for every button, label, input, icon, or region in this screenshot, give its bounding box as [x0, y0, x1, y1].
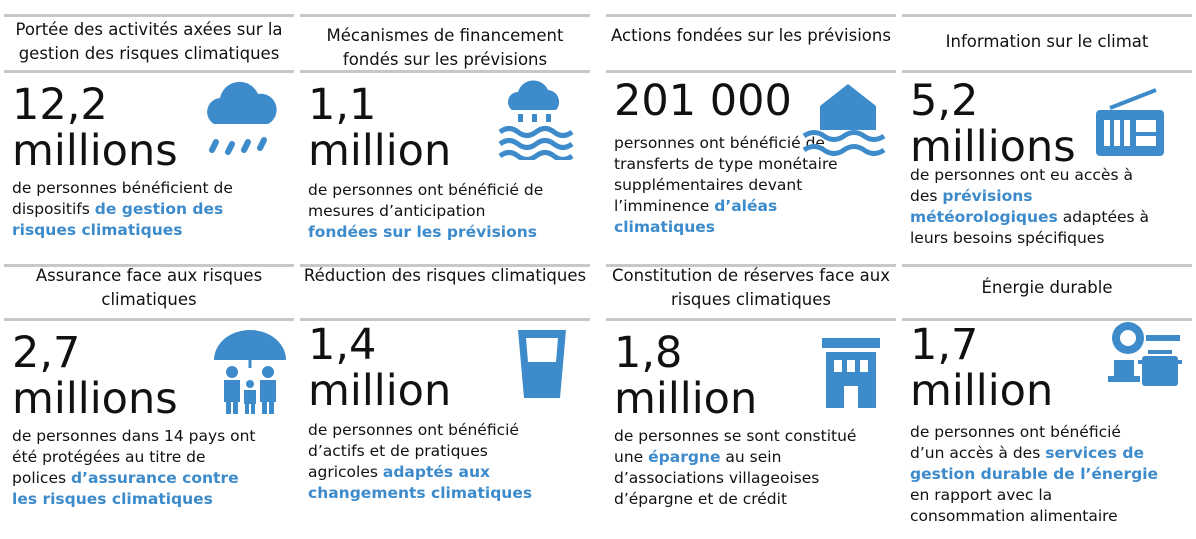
card: Réduction des risques climatiques 1,4 mill…	[300, 256, 590, 518]
figure-line: 5,2	[910, 76, 979, 126]
text: de personnes ont eu accès à des	[910, 166, 1133, 205]
rule	[4, 14, 294, 17]
icon	[816, 332, 886, 416]
icon	[1090, 86, 1170, 170]
text: en rapport avec la consommation alimenta…	[910, 486, 1118, 525]
icon	[496, 80, 576, 164]
description: de personnes ont bénéficié de mesures d’…	[308, 180, 558, 243]
figure-line: 1,7	[910, 320, 979, 370]
figure: 5,2 millions	[910, 78, 1076, 170]
figure-line: millions	[12, 374, 178, 424]
figure-line: 1,4	[308, 320, 377, 370]
rule	[4, 264, 294, 267]
text: de personnes ont bénéficié d’un accès à …	[910, 423, 1121, 462]
rule	[902, 14, 1192, 17]
card-title: Constitution de réserves face aux risque…	[612, 266, 890, 309]
card: Constitution de réserves face aux risque…	[606, 256, 896, 518]
card-title: Portée des activités axées sur la gestio…	[15, 20, 283, 63]
highlight: prévisions météorologiques	[910, 187, 1058, 226]
highlight: adaptés aux changements climatiques	[308, 463, 533, 502]
text: de personnes ont bénéficié d’actifs et d…	[308, 421, 519, 481]
description: de personnes ont bénéficié d’un accès à …	[910, 422, 1160, 527]
card: Assurance face aux risques climatiques 2,…	[4, 256, 294, 518]
highlight: services de gestion durable de l’énergie	[910, 444, 1159, 483]
figure: 1,1 million	[308, 82, 451, 174]
icon	[512, 324, 572, 408]
description: personnes ont bénéficié de transferts de…	[614, 133, 864, 238]
figure: 12,2 millions	[12, 82, 178, 174]
figure: 1,4 million	[308, 322, 451, 414]
figure-line: millions	[910, 122, 1076, 172]
text: de personnes ont bénéficié de mesures d’…	[308, 181, 544, 220]
figure-line: million	[308, 366, 452, 416]
card: Portée des activités axées sur la gestio…	[4, 0, 294, 262]
figure: 2,7 millions	[12, 330, 178, 422]
card-title: Assurance face aux risques climatiques	[35, 266, 263, 309]
text: de personnes dans 14 pays ont été protég…	[12, 427, 256, 487]
rule	[606, 264, 896, 267]
text: de personnes se sont constitué une	[614, 427, 857, 466]
figure-line: 12,2	[12, 80, 108, 130]
text: personnes ont bénéficié de transferts de…	[614, 134, 838, 215]
rule	[606, 318, 896, 321]
card-title: Mécanismes de financement fondés sur les…	[326, 26, 564, 69]
icon	[210, 326, 290, 420]
rule	[4, 70, 294, 73]
description: de personnes se sont constitué une éparg…	[614, 426, 864, 510]
icon	[1104, 316, 1184, 410]
description: de personnes ont eu accès à des prévisio…	[910, 165, 1160, 249]
rule	[902, 318, 1192, 321]
rule	[300, 318, 590, 321]
card-title: Actions fondées sur les prévisions	[611, 26, 891, 45]
icon	[802, 78, 892, 162]
rule	[902, 70, 1192, 73]
figure-line: 201 000	[614, 76, 792, 126]
figure: 1,8 million	[614, 330, 757, 422]
figure-line: 1,8	[614, 328, 683, 378]
rule	[300, 14, 590, 17]
highlight: fondées sur les prévisions	[308, 223, 538, 241]
icon	[196, 72, 286, 166]
rule	[902, 264, 1192, 267]
rule	[300, 264, 590, 267]
highlight: épargne	[648, 448, 721, 466]
rule	[606, 14, 896, 17]
figure-line: 1,1	[308, 80, 377, 130]
card: Information sur le climat 5,2 millions de p…	[902, 0, 1192, 262]
text: adaptées à leurs besoins spécifiques	[910, 208, 1150, 247]
rule	[4, 318, 294, 321]
text: de personnes bénéficient de dispositifs	[12, 179, 233, 218]
highlight: d’aléas climatiques	[614, 197, 778, 236]
rule	[300, 70, 590, 73]
figure: 1,7 million	[910, 322, 1053, 414]
figure-line: millions	[12, 126, 178, 176]
figure-line: million	[614, 374, 758, 424]
figure: 201 000	[614, 78, 792, 124]
highlight: de gestion des risques climatiques	[12, 200, 224, 239]
figure-line: 2,7	[12, 328, 81, 378]
figure-line: million	[308, 126, 452, 176]
text: au sein d’associations villageoises d’ép…	[614, 448, 820, 508]
card-title: Réduction des risques climatiques	[303, 266, 587, 285]
description: de personnes ont bénéficié d’actifs et d…	[308, 420, 558, 504]
highlight: d’assurance contre les risques climatiqu…	[12, 469, 239, 508]
card: Mécanismes de financement fondés sur les…	[300, 0, 590, 262]
card: Actions fondées sur les prévisions 201 00…	[606, 0, 896, 262]
card-title: Énergie durable	[981, 278, 1113, 297]
card: Énergie durable 1,7 million de personnes on…	[902, 256, 1192, 525]
card-title: Information sur le climat	[945, 32, 1149, 51]
figure-line: million	[910, 366, 1054, 416]
rule	[606, 70, 896, 73]
description: de personnes bénéficient de dispositifs …	[12, 178, 262, 241]
description: de personnes dans 14 pays ont été protég…	[12, 426, 262, 510]
